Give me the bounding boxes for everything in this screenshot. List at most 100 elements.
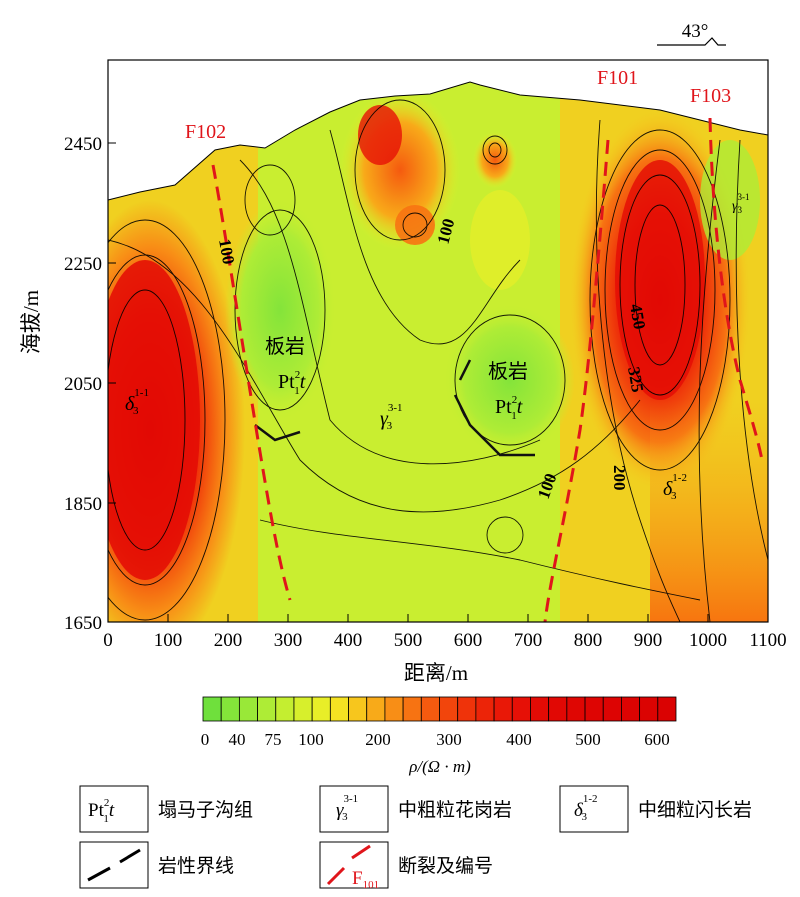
- colorbar-swatch: [293, 696, 313, 722]
- colorbar-swatch: [311, 696, 331, 722]
- legend-swatch-boundary: [79, 841, 149, 889]
- colorbar-swatch: [402, 696, 422, 722]
- colorbar-ticks: 0 40 75 100 200 300 400 500 600: [201, 730, 670, 749]
- contour-label: 200: [610, 465, 629, 491]
- zone-symbol: γ3-1 3: [732, 192, 750, 215]
- x-tick-labels: 0 100 200 300 400 500 600 700 800 900 10…: [103, 630, 786, 651]
- legend-swatch-delta: [559, 785, 629, 833]
- x-tick-label: 100: [154, 630, 183, 651]
- colorbar-swatch: [457, 696, 477, 722]
- legend: Pt2 1t 塌马子沟组 γ3-1 3 中粗粒花岗岩 δ1-2 3 中细粒闪长岩 岩性…: [79, 785, 752, 891]
- fault-lines: [211, 117, 764, 623]
- x-axis-title: 距离/m: [404, 661, 468, 685]
- contour-label: 325: [624, 365, 647, 393]
- colorbar-swatch: [493, 696, 513, 722]
- plot-frame: [107, 59, 769, 623]
- colorbar-swatch: [329, 696, 349, 722]
- zone-name: 板岩: [488, 360, 528, 383]
- colorbar-swatch: [439, 696, 459, 722]
- colorbar-tick: 600: [644, 730, 670, 749]
- legend-swatch-gamma: [319, 785, 389, 833]
- legend-text: 岩性界线: [158, 855, 234, 877]
- x-tick-label: 900: [634, 630, 663, 651]
- lithologic-boundaries: [254, 359, 535, 457]
- colorbar-swatch: [220, 696, 240, 722]
- zone-annotations: 板岩 Pt2 1t 板岩 Pt2 1t γ3-1 3 δ1-1 3 δ1-2 3 γ3-1…: [125, 192, 750, 502]
- colorbar-tick: 400: [506, 730, 532, 749]
- colorbar-swatch: [602, 696, 622, 722]
- y-tick-label: 1650: [64, 613, 102, 634]
- orientation-label: 43°: [682, 21, 709, 42]
- fault-label-f102: F102: [185, 121, 226, 143]
- colorbar-swatch: [657, 696, 677, 722]
- x-tick-label: 0: [103, 630, 113, 651]
- legend-symbol: Pt2 1t: [88, 797, 115, 825]
- x-tick-label: 700: [514, 630, 543, 651]
- colorbar-swatch: [621, 696, 641, 722]
- colorbar-swatch: [275, 696, 295, 722]
- legend-symbol: γ3-1 3: [336, 793, 358, 823]
- colorbar-swatch: [639, 696, 659, 722]
- y-tick-labels: 2450 2250 2050 1850 1650: [64, 134, 102, 634]
- legend-fault-icon: [351, 844, 371, 860]
- y-tick-label: 2250: [64, 254, 102, 275]
- colorbar-swatch: [238, 696, 258, 722]
- zone-symbol: δ1-2 3: [663, 472, 687, 502]
- topography-line: [107, 81, 769, 201]
- legend-text: 中粗粒花岗岩: [398, 799, 512, 821]
- axis-ticks: [108, 142, 709, 622]
- fault-label-text: F101: [597, 67, 638, 89]
- legend-fault-icon: [326, 866, 346, 886]
- legend-line-icon: [119, 848, 141, 864]
- colorbar-tick: 40: [229, 730, 246, 749]
- legend-text: 中细粒闪长岩: [638, 799, 752, 821]
- colorbar-swatch: [420, 696, 440, 722]
- colorbar-swatch: [511, 696, 531, 722]
- resistivity-map: [108, 82, 768, 622]
- x-tick-label: 1000: [689, 630, 727, 651]
- y-axis-title: 海拔/m: [19, 290, 43, 354]
- fault-label-text: F102: [185, 121, 226, 143]
- colorbar-tick: 500: [575, 730, 601, 749]
- legend-symbol: F101: [352, 868, 379, 891]
- fault-label-f103: F103: [690, 85, 731, 107]
- fault-label-text: F103: [690, 85, 731, 107]
- colorbar-tick: 0: [201, 730, 210, 749]
- colorbar-swatch: [257, 696, 277, 722]
- colorbar-swatch: [366, 696, 386, 722]
- colorbar-swatch: [475, 696, 495, 722]
- fault-label-f101: F101: [597, 67, 638, 89]
- legend-swatch-pt: [79, 785, 149, 833]
- colorbar-tick: 100: [298, 730, 324, 749]
- legend-line-icon: [87, 866, 111, 882]
- colorbar-label: ρ/(Ω · m): [408, 757, 471, 776]
- zone-symbol: δ1-1 3: [125, 387, 149, 417]
- x-tick-label: 300: [274, 630, 303, 651]
- x-tick-label: 800: [574, 630, 603, 651]
- x-tick-label: 600: [454, 630, 483, 651]
- colorbar-swatch: [384, 696, 404, 722]
- colorbar-swatch: [202, 696, 222, 722]
- orientation-arrow: [657, 37, 726, 46]
- colorbar: [202, 696, 677, 722]
- colorbar-tick: 300: [436, 730, 462, 749]
- legend-text: 断裂及编号: [398, 855, 493, 877]
- y-tick-label: 2450: [64, 134, 102, 155]
- zone-name: 板岩: [265, 335, 305, 358]
- legend-symbol: δ1-2 3: [574, 793, 598, 823]
- colorbar-swatch: [566, 696, 586, 722]
- contour-label: 100: [215, 237, 238, 265]
- zone-symbol: Pt2 1t: [278, 369, 306, 397]
- x-tick-label: 400: [334, 630, 363, 651]
- contour-label: 450: [626, 302, 649, 330]
- y-tick-label: 1850: [64, 494, 102, 515]
- zone-symbol: γ3-1 3: [380, 402, 403, 432]
- x-tick-label: 200: [214, 630, 243, 651]
- x-tick-label: 500: [394, 630, 423, 651]
- colorbar-swatch: [530, 696, 550, 722]
- colorbar-tick: 75: [265, 730, 282, 749]
- colorbar-swatch: [584, 696, 604, 722]
- y-tick-label: 2050: [64, 374, 102, 395]
- colorbar-tick: 200: [365, 730, 391, 749]
